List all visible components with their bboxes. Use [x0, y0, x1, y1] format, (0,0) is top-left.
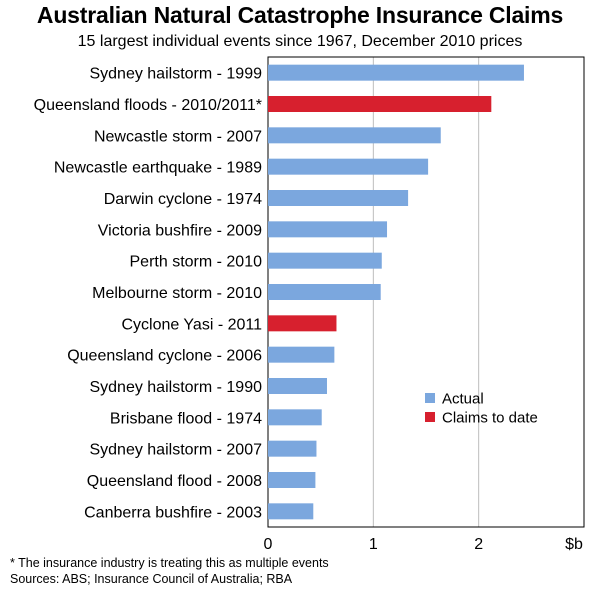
bar	[268, 252, 382, 269]
category-label: Perth storm - 2010	[130, 254, 263, 271]
bar	[268, 440, 317, 457]
legend-label: Claims to date	[442, 410, 538, 427]
bar	[268, 472, 316, 488]
category-label: Sydney hailstorm - 1990	[89, 379, 262, 396]
unit-label: $b	[565, 536, 583, 553]
chart-subtitle: 15 largest individual events since 1967,…	[77, 33, 523, 50]
x-tick-label: 0	[264, 536, 273, 553]
bar	[268, 96, 492, 112]
category-label: Newcastle earthquake - 1989	[54, 160, 262, 177]
category-label: Canberra bushfire - 2003	[84, 504, 262, 521]
category-label: Queensland cyclone - 2006	[67, 348, 262, 365]
category-label: Melbourne storm - 2010	[92, 285, 262, 302]
x-tick-label: 2	[474, 536, 483, 553]
legend-swatch	[425, 412, 435, 422]
category-label: Cyclone Yasi - 2011	[121, 316, 262, 333]
bar	[268, 127, 441, 144]
category-label: Brisbane flood - 1974	[110, 410, 262, 427]
category-label: Queensland flood - 2008	[87, 473, 262, 490]
category-label: Darwin cyclone - 1974	[104, 191, 262, 208]
bar	[268, 284, 381, 300]
category-label: Sydney hailstorm - 2007	[89, 442, 262, 459]
bar	[268, 346, 335, 363]
chart-title: Australian Natural Catastrophe Insurance…	[36, 2, 564, 28]
bar	[268, 315, 337, 332]
x-tick-label: 1	[369, 536, 378, 553]
bar	[268, 221, 388, 238]
bar	[268, 64, 524, 81]
sources-note: Sources: ABS; Insurance Council of Austr…	[10, 572, 293, 586]
bar	[268, 378, 327, 394]
bar	[268, 409, 322, 426]
legend-swatch	[425, 393, 435, 403]
category-label: Sydney hailstorm - 1999	[89, 66, 262, 83]
legend-label: Actual	[442, 391, 484, 408]
footnote: * The insurance industry is treating thi…	[10, 556, 329, 570]
bar	[268, 503, 314, 520]
category-label: Victoria bushfire - 2009	[98, 222, 262, 239]
bar	[268, 158, 429, 175]
category-label: Newcastle storm - 2007	[94, 128, 262, 145]
bar	[268, 190, 409, 206]
category-label: Queensland floods - 2010/2011*	[34, 97, 262, 114]
